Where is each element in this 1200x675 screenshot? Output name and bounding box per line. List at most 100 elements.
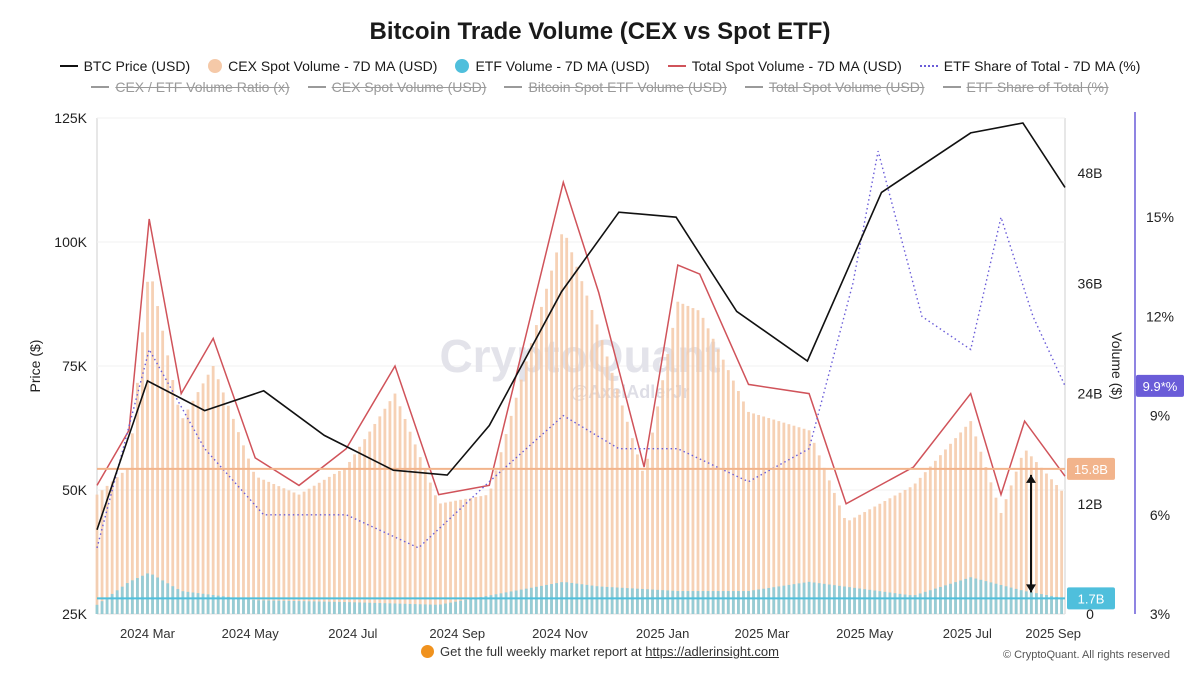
etf-volume-bar xyxy=(838,585,841,614)
etf-volume-bar xyxy=(206,594,210,614)
etf-volume-bar xyxy=(767,587,771,614)
etf-volume-bar xyxy=(484,596,488,614)
etf-volume-bar xyxy=(494,594,498,614)
cex-volume-bar xyxy=(1050,479,1053,614)
etf-volume-bar xyxy=(671,590,675,614)
cex-volume-bar xyxy=(423,469,427,614)
legend-item-cex-etf-ratio[interactable]: CEX / ETF Volume Ratio (x) xyxy=(91,79,290,95)
etf-share-line xyxy=(96,150,1066,549)
legend-item-btc-price[interactable]: BTC Price (USD) xyxy=(59,58,190,74)
etf-volume-bar xyxy=(403,603,407,614)
cex-volume-bar xyxy=(863,512,867,614)
etf-volume-bar xyxy=(105,597,109,614)
cex-volume-bar xyxy=(625,421,629,614)
cex-volume-bar xyxy=(792,425,796,614)
etf-volume-bar xyxy=(1045,595,1048,614)
cex-volume-bar xyxy=(519,379,523,614)
etf-volume-bar xyxy=(201,593,205,614)
cex-volume-bar xyxy=(373,423,377,614)
legend-item-total-volume[interactable]: Total Spot Volume - 7D MA (USD) xyxy=(667,58,902,74)
cex-volume-bar xyxy=(560,234,564,614)
footer: Get the full weekly market report at htt… xyxy=(0,644,1200,659)
etf-volume-bar xyxy=(590,585,594,614)
etf-volume-bar xyxy=(252,600,255,614)
cex-volume-bar xyxy=(297,494,301,614)
legend-item-cex-spot-raw[interactable]: CEX Spot Volume (USD) xyxy=(307,79,486,95)
cex-volume-bar xyxy=(368,431,372,614)
etf-volume-bar xyxy=(277,600,281,614)
cex-volume-bar xyxy=(843,517,846,614)
etf-volume-bars xyxy=(95,573,1064,614)
cex-volume-bar xyxy=(827,480,831,614)
cex-volume-bar xyxy=(666,354,670,614)
etf-volume-bar xyxy=(545,584,548,614)
cex-volume-bar xyxy=(898,492,902,614)
etf-volume-bar xyxy=(211,595,215,614)
etf-volume-bar xyxy=(757,589,761,614)
legend-item-etf-share-raw[interactable]: ETF Share of Total (%) xyxy=(942,79,1109,95)
etf-volume-bar xyxy=(156,577,160,614)
legend-item-etf-raw[interactable]: Bitcoin Spot ETF Volume (USD) xyxy=(504,79,727,95)
cex-volume-bar xyxy=(928,466,932,614)
cex-volume-bar xyxy=(878,503,882,614)
etf-volume-bar xyxy=(923,591,927,614)
cex-volume-bar xyxy=(332,473,336,614)
cex-volume-bar xyxy=(95,494,99,614)
etf-volume-bar xyxy=(322,601,326,614)
etf-volume-bar xyxy=(413,604,417,614)
footer-link[interactable]: https://adlerinsight.com xyxy=(645,644,779,659)
legend-item-etf-volume[interactable]: ETF Volume - 7D MA (USD) xyxy=(455,58,650,74)
cex-volume-bars xyxy=(95,234,1064,615)
cex-volume-bar xyxy=(868,509,872,614)
cex-volume-bar xyxy=(550,270,553,614)
etf-volume-bar xyxy=(595,586,599,614)
copyright: © CryptoQuant. All rights reserved xyxy=(1002,649,1170,661)
etf-volume-bar xyxy=(524,588,528,614)
etf-volume-bar xyxy=(221,596,225,614)
etf-volume-bar xyxy=(762,588,766,614)
etf-volume-bar xyxy=(307,601,311,614)
legend-item-etf-share[interactable]: ETF Share of Total - 7D MA (%) xyxy=(919,58,1140,74)
cex-volume-bar xyxy=(338,470,341,614)
cex-volume-bar xyxy=(201,383,205,614)
cex-volume-bar xyxy=(474,497,478,614)
cex-volume-bar xyxy=(807,430,811,614)
etf-volume-bar xyxy=(691,591,695,614)
legend-item-total-raw[interactable]: Total Spot Volume (USD) xyxy=(744,79,925,95)
reference-label: 1.7B xyxy=(1078,591,1105,606)
etf-volume-bar xyxy=(115,590,119,614)
etf-volume-bar xyxy=(737,591,740,614)
etf-volume-bar xyxy=(878,591,882,614)
etf-volume-bar xyxy=(100,601,104,614)
x-tick-label: 2025 Mar xyxy=(735,626,791,641)
cex-volume-bar xyxy=(1019,457,1023,614)
cex-volume-bar xyxy=(509,415,513,614)
cex-volume-bar xyxy=(211,366,215,614)
etf-volume-bar xyxy=(257,600,261,614)
cex-volume-bar xyxy=(706,328,710,614)
cex-volume-bar xyxy=(858,514,862,614)
etf-volume-bar xyxy=(428,604,432,614)
legend-item-cex-volume[interactable]: CEX Spot Volume - 7D MA (USD) xyxy=(208,58,437,74)
etf-volume-bar xyxy=(1034,593,1038,614)
cex-volume-bar xyxy=(524,361,528,614)
share-tick-label: 9% xyxy=(1150,408,1170,424)
chart-title: Bitcoin Trade Volume (CEX vs Spot ETF) xyxy=(369,18,831,45)
btc-price-line xyxy=(96,122,1066,530)
x-tick-label: 2024 Jul xyxy=(328,626,377,641)
etf-volume-bar xyxy=(863,589,867,614)
etf-volume-bar xyxy=(843,586,846,614)
etf-volume-bar xyxy=(1009,587,1013,614)
etf-volume-bar xyxy=(979,579,983,614)
etf-volume-bar xyxy=(853,587,856,614)
cex-volume-bar xyxy=(787,424,791,614)
cex-volume-bar xyxy=(494,470,498,614)
etf-volume-bar xyxy=(439,604,442,614)
etf-volume-bar xyxy=(433,604,437,614)
cex-volume-bar xyxy=(156,306,160,614)
cex-volume-bar xyxy=(641,470,644,614)
cex-volume-bar xyxy=(954,438,957,614)
etf-volume-bar xyxy=(731,591,735,614)
volume-axis-label: Volume ($) xyxy=(1109,332,1125,400)
